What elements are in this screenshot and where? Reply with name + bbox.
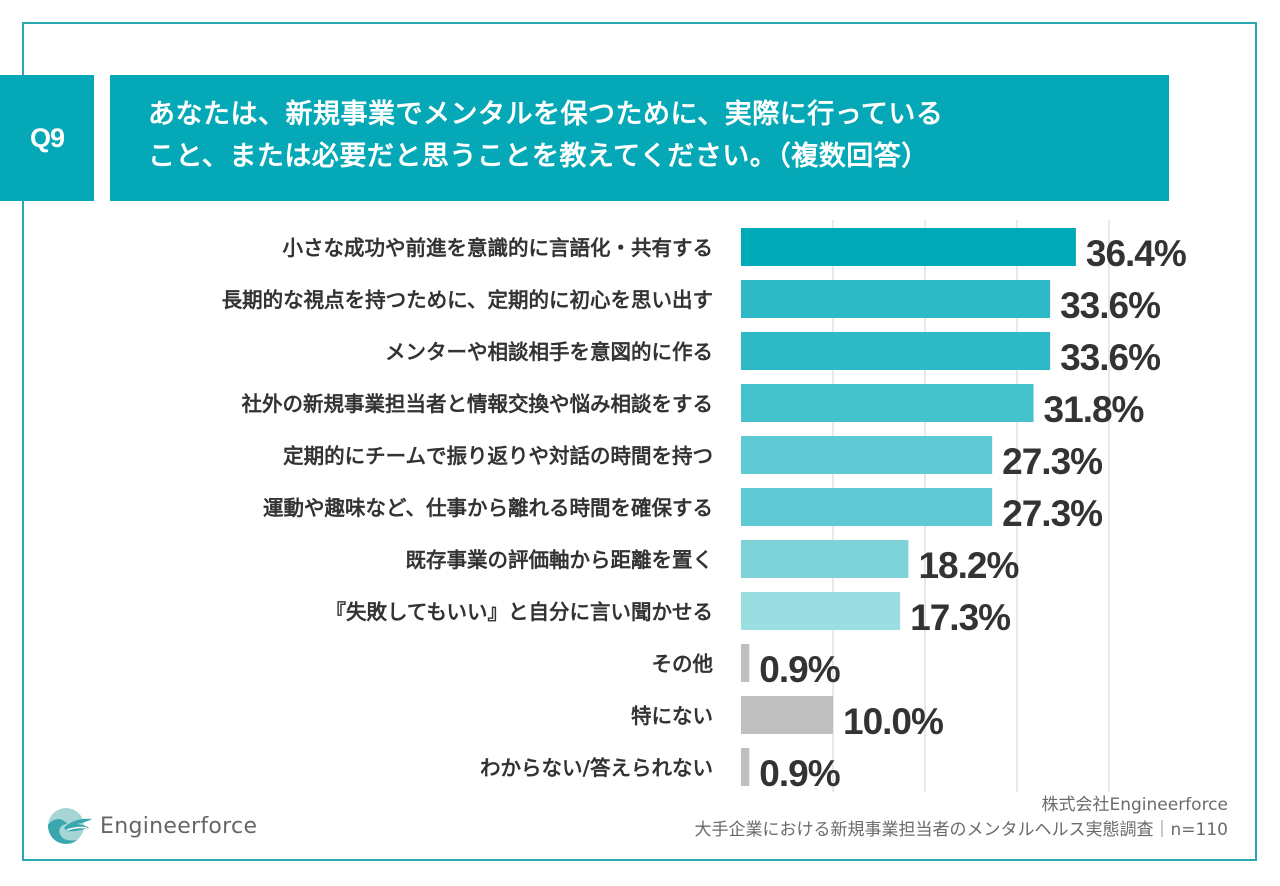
question-title: あなたは、新規事業でメンタルを保つために、実際に行っている こと、または必要だと… bbox=[110, 75, 1169, 201]
footer-company: 株式会社Engineerforce bbox=[1041, 795, 1228, 815]
value-label-7: 18.2% bbox=[918, 545, 1018, 586]
bars bbox=[741, 228, 1076, 786]
bar-7 bbox=[741, 540, 909, 578]
category-label-11: わからない/答えられない bbox=[480, 756, 713, 780]
logo-text: Engineerforce bbox=[100, 813, 258, 839]
category-label-10: 特にない bbox=[631, 704, 713, 728]
value-label-2: 33.6% bbox=[1060, 285, 1160, 326]
value-label-1: 36.4% bbox=[1086, 233, 1186, 274]
category-label-3: メンターや相談相手を意図的に作る bbox=[385, 340, 713, 364]
bar-8 bbox=[741, 592, 901, 630]
footer-source: 株式会社Engineerforce 大手企業における新規事業担当者のメンタルヘル… bbox=[695, 793, 1228, 843]
bar-6 bbox=[741, 488, 993, 526]
value-label-10: 10.0% bbox=[843, 701, 943, 742]
category-label-7: 既存事業の評価軸から距離を置く bbox=[406, 548, 714, 572]
category-label-5: 定期的にチームで振り返りや対話の時間を持つ bbox=[283, 444, 713, 468]
bar-9 bbox=[741, 644, 750, 682]
question-number: Q9 bbox=[29, 122, 65, 153]
value-label-9: 0.9% bbox=[759, 649, 839, 690]
category-label-9: その他 bbox=[652, 652, 714, 676]
question-title-line2: こと、または必要だと思うことを教えてください。（複数回答） bbox=[148, 141, 929, 172]
bar-10 bbox=[741, 696, 833, 734]
category-label-2: 長期的な視点を持つために、定期的に初心を思い出す bbox=[222, 288, 713, 312]
bar-1 bbox=[741, 228, 1076, 266]
bar-11 bbox=[741, 748, 750, 786]
chart-frame bbox=[22, 22, 1257, 861]
bar-2 bbox=[741, 280, 1051, 318]
bar-3 bbox=[741, 332, 1051, 370]
category-label-6: 運動や趣味など、仕事から離れる時間を確保する bbox=[263, 496, 713, 520]
footer-survey: 大手企業における新規事業担当者のメンタルヘルス実態調査｜n=110 bbox=[694, 820, 1228, 840]
bar-4 bbox=[741, 384, 1034, 422]
value-label-5: 27.3% bbox=[1002, 441, 1102, 482]
bar-5 bbox=[741, 436, 993, 474]
category-label-1: 小さな成功や前進を意識的に言語化・共有する bbox=[283, 236, 714, 260]
category-label-8: 『失敗してもいい』と自分に言い聞かせる bbox=[326, 600, 713, 624]
value-label-4: 31.8% bbox=[1044, 389, 1144, 430]
category-labels: 小さな成功や前進を意識的に言語化・共有する長期的な視点を持つために、定期的に初心… bbox=[222, 236, 714, 780]
question-number-badge: Q9 bbox=[0, 75, 94, 201]
engineerforce-logo: Engineerforce bbox=[47, 806, 257, 846]
value-label-11: 0.9% bbox=[759, 753, 839, 794]
value-label-8: 17.3% bbox=[910, 597, 1010, 638]
engineerforce-logo-icon bbox=[48, 808, 92, 844]
value-label-6: 27.3% bbox=[1002, 493, 1102, 534]
question-title-line1: あなたは、新規事業でメンタルを保つために、実際に行っている bbox=[148, 99, 944, 130]
value-label-3: 33.6% bbox=[1060, 337, 1160, 378]
category-label-4: 社外の新規事業担当者と情報交換や悩み相談をする bbox=[241, 392, 714, 416]
value-labels: 36.4% 33.6% 33.6% 31.8% 27.3% 27.3% 18.2% 17.3%… bbox=[759, 233, 1187, 794]
